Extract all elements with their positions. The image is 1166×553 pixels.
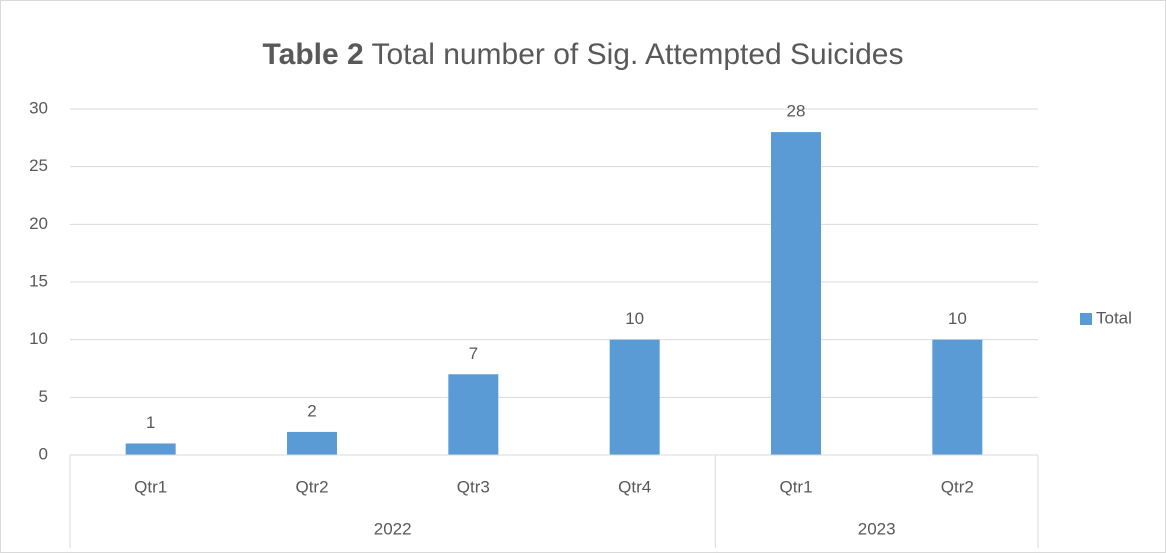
bar	[771, 132, 821, 456]
group-label: 2023	[858, 519, 896, 538]
y-tick-label: 15	[29, 271, 48, 290]
data-label: 28	[787, 102, 806, 121]
y-tick-label: 10	[29, 329, 48, 348]
data-label: 10	[625, 309, 644, 328]
x-tick-label: Qtr2	[941, 477, 974, 496]
title-label: Table 2	[263, 38, 364, 71]
bar	[125, 443, 176, 455]
x-tick-label: Qtr2	[295, 477, 328, 496]
bar	[609, 339, 660, 455]
x-tick-label: Qtr4	[618, 477, 651, 496]
y-tick-label: 5	[39, 387, 48, 406]
data-label: 7	[469, 344, 478, 363]
y-tick-label: 0	[39, 444, 48, 463]
bar	[448, 374, 499, 455]
x-tick-label: Qtr1	[134, 477, 167, 496]
x-tick-label: Qtr3	[457, 477, 490, 496]
bar	[287, 431, 337, 455]
y-tick-label: 30	[29, 98, 48, 117]
y-tick-label: 20	[29, 214, 48, 233]
data-label: 10	[948, 309, 967, 328]
data-label: 2	[307, 401, 316, 420]
data-label: 1	[146, 413, 155, 432]
title-text: Total number of Sig. Attempted Suicides	[371, 38, 903, 71]
bar	[932, 339, 983, 455]
group-label: 2022	[374, 519, 412, 538]
legend-label: Total	[1096, 308, 1132, 327]
x-tick-label: Qtr1	[779, 477, 812, 496]
legend-swatch	[1080, 313, 1092, 325]
chart-title: Table 2 Total number of Sig. Attempted S…	[263, 38, 904, 71]
y-tick-label: 25	[29, 156, 48, 175]
